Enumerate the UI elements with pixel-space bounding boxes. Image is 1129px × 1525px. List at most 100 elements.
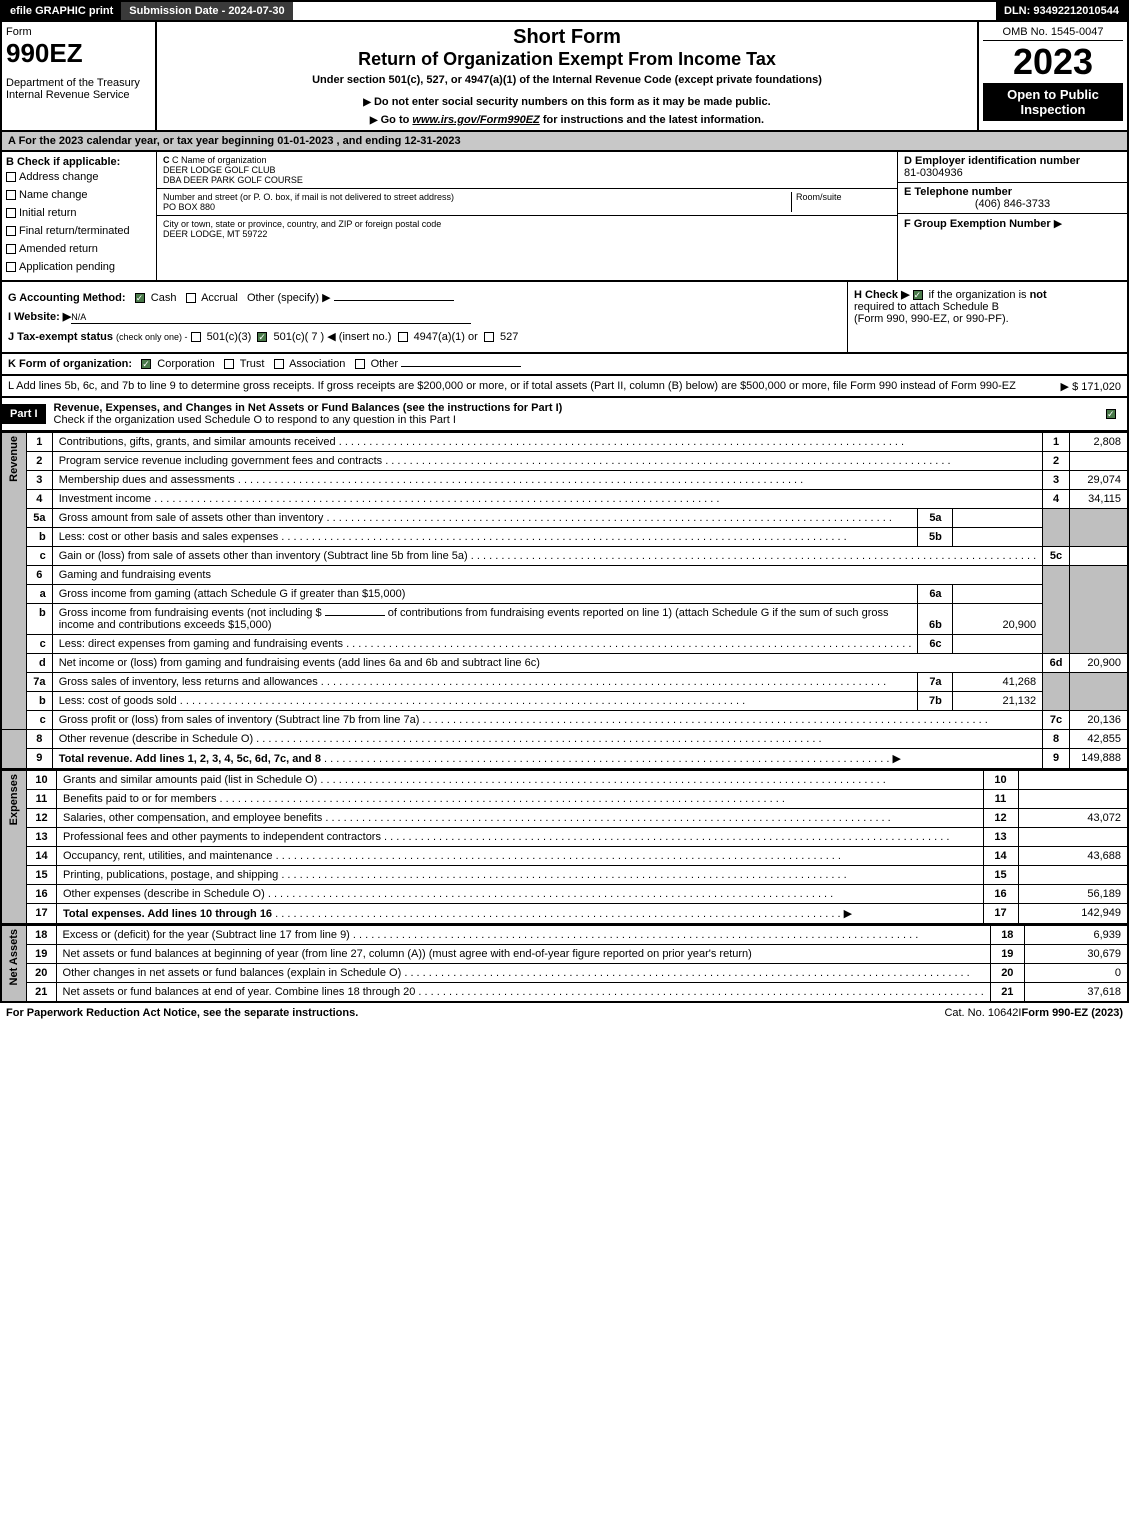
org-name-label: C C Name of organization	[163, 155, 891, 165]
line-13-amt	[1018, 828, 1128, 847]
chk-initial-return[interactable]: Initial return	[6, 204, 152, 222]
line-5c-desc: Gain or (loss) from sale of assets other…	[52, 547, 1042, 566]
line-6c-amt	[953, 635, 1043, 654]
line-9-amt: 149,888	[1069, 749, 1128, 770]
line-5a-amt	[953, 509, 1043, 528]
addr-value: PO BOX 880	[163, 202, 791, 212]
line-15-desc: Printing, publications, postage, and shi…	[57, 866, 984, 885]
omb-number: OMB No. 1545-0047	[983, 26, 1123, 41]
row-l: L Add lines 5b, 6c, and 7b to line 9 to …	[0, 376, 1129, 398]
org-name-2: DBA DEER PARK GOLF COURSE	[163, 175, 891, 185]
header-right: OMB No. 1545-0047 2023 Open to Public In…	[977, 22, 1127, 130]
other-specify-input[interactable]	[334, 300, 454, 301]
chk-schedule-b[interactable]	[913, 290, 923, 300]
top-bar: efile GRAPHIC print Submission Date - 20…	[0, 0, 1129, 22]
chk-final-return[interactable]: Final return/terminated	[6, 222, 152, 240]
line-6b-desc: Gross income from fundraising events (no…	[52, 604, 918, 635]
form-number: 990EZ	[6, 38, 151, 69]
chk-amended-return[interactable]: Amended return	[6, 240, 152, 258]
col-c-org-info: C C Name of organization DEER LODGE GOLF…	[157, 152, 897, 280]
line-18-desc: Excess or (deficit) for the year (Subtra…	[56, 926, 990, 945]
chk-accrual[interactable]	[186, 293, 196, 303]
chk-501c3[interactable]	[191, 332, 201, 342]
chk-cash[interactable]	[135, 293, 145, 303]
page-footer: For Paperwork Reduction Act Notice, see …	[0, 1003, 1129, 1023]
city-value: DEER LODGE, MT 59722	[163, 229, 891, 239]
irs-label: Internal Revenue Service	[6, 89, 151, 101]
chk-4947[interactable]	[398, 332, 408, 342]
line-6c-desc: Less: direct expenses from gaming and fu…	[52, 635, 918, 654]
other-org-input[interactable]	[401, 366, 521, 367]
chk-corporation[interactable]	[141, 359, 151, 369]
row-k: K Form of organization: Corporation Trus…	[0, 354, 1129, 376]
line-7b-desc: Less: cost of goods sold	[52, 692, 918, 711]
line-2-amt	[1069, 452, 1128, 471]
chk-other-org[interactable]	[355, 359, 365, 369]
line-6a-desc: Gross income from gaming (attach Schedul…	[52, 585, 918, 604]
short-form-title: Short Form	[161, 26, 973, 49]
line-20-amt: 0	[1024, 964, 1128, 983]
header-center: Short Form Return of Organization Exempt…	[157, 22, 977, 130]
revenue-table: Revenue 1Contributions, gifts, grants, a…	[0, 432, 1129, 770]
line-21-amt: 37,618	[1024, 983, 1128, 1003]
efile-label: efile GRAPHIC print	[2, 2, 121, 20]
org-name-1: DEER LODGE GOLF CLUB	[163, 165, 891, 175]
irs-link[interactable]: www.irs.gov/Form990EZ	[412, 114, 539, 126]
line-19-desc: Net assets or fund balances at beginning…	[56, 945, 990, 964]
gh-right: H Check ▶ if the organization is not req…	[847, 282, 1127, 352]
line-15-amt	[1018, 866, 1128, 885]
footer-right: Form 990-EZ (2023)	[1022, 1007, 1124, 1019]
col-b-checkboxes: B Check if applicable: Address change Na…	[2, 152, 157, 280]
phone-label: E Telephone number	[904, 186, 1121, 198]
line-7a-desc: Gross sales of inventory, less returns a…	[52, 673, 918, 692]
room-label: Room/suite	[796, 192, 891, 202]
section-b-c-d-e: B Check if applicable: Address change Na…	[0, 152, 1129, 282]
chk-association[interactable]	[274, 359, 284, 369]
line-10-desc: Grants and similar amounts paid (list in…	[57, 771, 984, 790]
dept-treasury: Department of the Treasury	[6, 77, 151, 89]
line-14-desc: Occupancy, rent, utilities, and maintena…	[57, 847, 984, 866]
ein-value: 81-0304936	[904, 167, 1121, 179]
line-12-desc: Salaries, other compensation, and employ…	[57, 809, 984, 828]
line-14-amt: 43,688	[1018, 847, 1128, 866]
group-exemption-arrow: ▶	[1054, 218, 1062, 230]
line-10-amt	[1018, 771, 1128, 790]
chk-address-change[interactable]: Address change	[6, 168, 152, 186]
line-1-amt: 2,808	[1069, 433, 1128, 452]
goto-note: Go to www.irs.gov/Form990EZ for instruct…	[161, 114, 973, 126]
footer-catalog: Cat. No. 10642I	[944, 1007, 1021, 1019]
line-9-desc: Total revenue. Add lines 1, 2, 3, 4, 5c,…	[52, 749, 1042, 770]
chk-527[interactable]	[484, 332, 494, 342]
part-1-header: Part I Revenue, Expenses, and Changes in…	[0, 398, 1129, 432]
line-7c-desc: Gross profit or (loss) from sales of inv…	[52, 711, 1042, 730]
col-d-e-f: D Employer identification number 81-0304…	[897, 152, 1127, 280]
expenses-table: Expenses 10Grants and similar amounts pa…	[0, 770, 1129, 925]
expenses-side-label: Expenses	[1, 771, 27, 925]
phone-value: (406) 846-3733	[904, 198, 1121, 210]
chk-trust[interactable]	[224, 359, 234, 369]
line-16-amt: 56,189	[1018, 885, 1128, 904]
chk-schedule-o[interactable]	[1106, 409, 1116, 419]
city-label: City or town, state or province, country…	[163, 219, 891, 229]
chk-501c[interactable]	[257, 332, 267, 342]
line-6d-desc: Net income or (loss) from gaming and fun…	[52, 654, 1042, 673]
line-6d-amt: 20,900	[1069, 654, 1128, 673]
line-19-amt: 30,679	[1024, 945, 1128, 964]
dln-number: DLN: 93492212010544	[996, 2, 1127, 20]
netassets-table: Net Assets 18Excess or (deficit) for the…	[0, 925, 1129, 1003]
line-5b-desc: Less: cost or other basis and sales expe…	[52, 528, 918, 547]
line-8-amt: 42,855	[1069, 730, 1128, 749]
line-7c-amt: 20,136	[1069, 711, 1128, 730]
form-word: Form	[6, 26, 151, 38]
line-2-desc: Program service revenue including govern…	[52, 452, 1042, 471]
header-left: Form 990EZ Department of the Treasury In…	[2, 22, 157, 130]
group-exemption-label: F Group Exemption Number	[904, 218, 1051, 230]
submission-date: Submission Date - 2024-07-30	[121, 2, 292, 20]
main-title: Return of Organization Exempt From Incom…	[161, 49, 973, 70]
chk-name-change[interactable]: Name change	[6, 186, 152, 204]
ein-label: D Employer identification number	[904, 155, 1121, 167]
line-7b-amt: 21,132	[953, 692, 1043, 711]
website-line: I Website: ▶N/A	[8, 307, 841, 327]
chk-application-pending[interactable]: Application pending	[6, 258, 152, 276]
ssn-note: Do not enter social security numbers on …	[161, 96, 973, 108]
